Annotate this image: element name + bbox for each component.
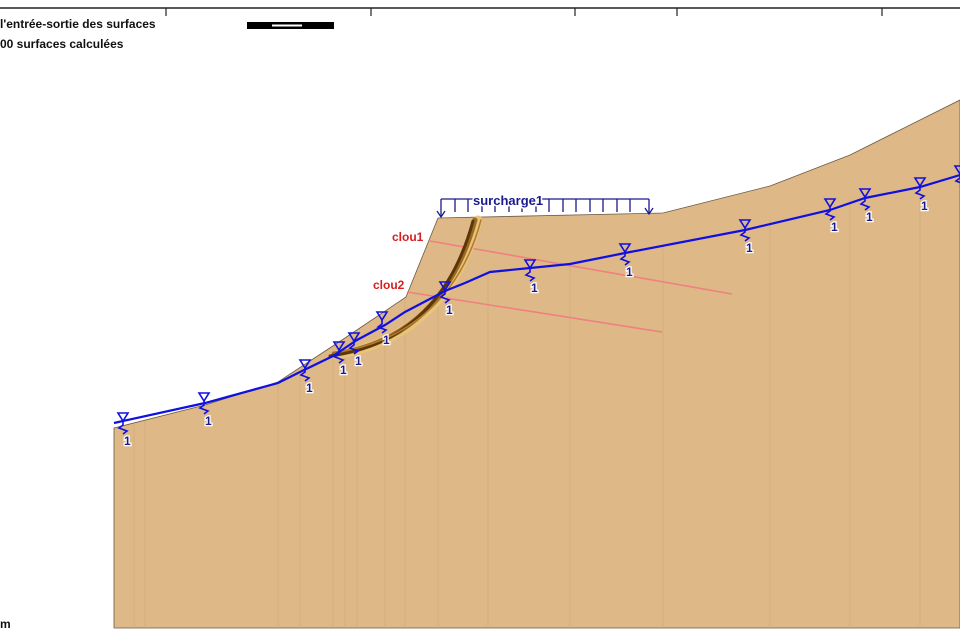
water-marker: 1 (197, 392, 213, 429)
nail-label-2: clou2 (373, 278, 405, 292)
water-marker-label: 1 (306, 381, 313, 395)
water-marker: 1 (116, 412, 132, 449)
water-marker-label: 1 (340, 363, 347, 377)
water-level-markers: 11111111111111 (116, 165, 960, 449)
water-marker: 1 (298, 359, 314, 396)
water-marker: 1 (375, 311, 391, 348)
water-marker: 1 (913, 177, 929, 214)
water-marker-label: 1 (531, 281, 538, 295)
surcharge-label: surcharge1 (473, 193, 543, 208)
surcharge-load (436, 198, 654, 219)
top-ruler (0, 7, 960, 16)
water-marker-label: 1 (921, 199, 928, 213)
soil-nails (406, 240, 733, 333)
soil-mass (113, 99, 960, 629)
nail-2 (406, 291, 663, 333)
water-marker-label: 1 (866, 210, 873, 224)
water-marker: 1 (523, 259, 539, 296)
water-marker: 1 (858, 188, 874, 225)
water-marker: 1 (438, 281, 454, 318)
nail-label-1: clou1 (392, 230, 424, 244)
scale-bar (247, 22, 334, 29)
water-marker: 1 (823, 198, 839, 235)
water-marker-label: 1 (746, 241, 753, 255)
unit-label: m (0, 617, 11, 631)
water-marker-label: 1 (446, 303, 453, 317)
legend-surfaces-count: 00 surfaces calculées (0, 37, 124, 51)
water-marker: 1 (347, 332, 363, 369)
water-marker-label: 1 (626, 265, 633, 279)
slice-lines (133, 185, 921, 628)
water-marker: 1 (738, 219, 754, 256)
water-marker-label: 1 (205, 414, 212, 428)
water-marker-label: 1 (355, 354, 362, 368)
nail-1 (429, 240, 733, 295)
water-marker: 1 (618, 243, 634, 280)
water-marker-label: 1 (831, 220, 838, 234)
legend-entry-surfaces: l'entrée-sortie des surfaces (0, 17, 156, 31)
water-marker: 1 (332, 341, 348, 378)
water-marker-label: 1 (124, 434, 131, 448)
water-marker-label: 1 (383, 333, 390, 347)
